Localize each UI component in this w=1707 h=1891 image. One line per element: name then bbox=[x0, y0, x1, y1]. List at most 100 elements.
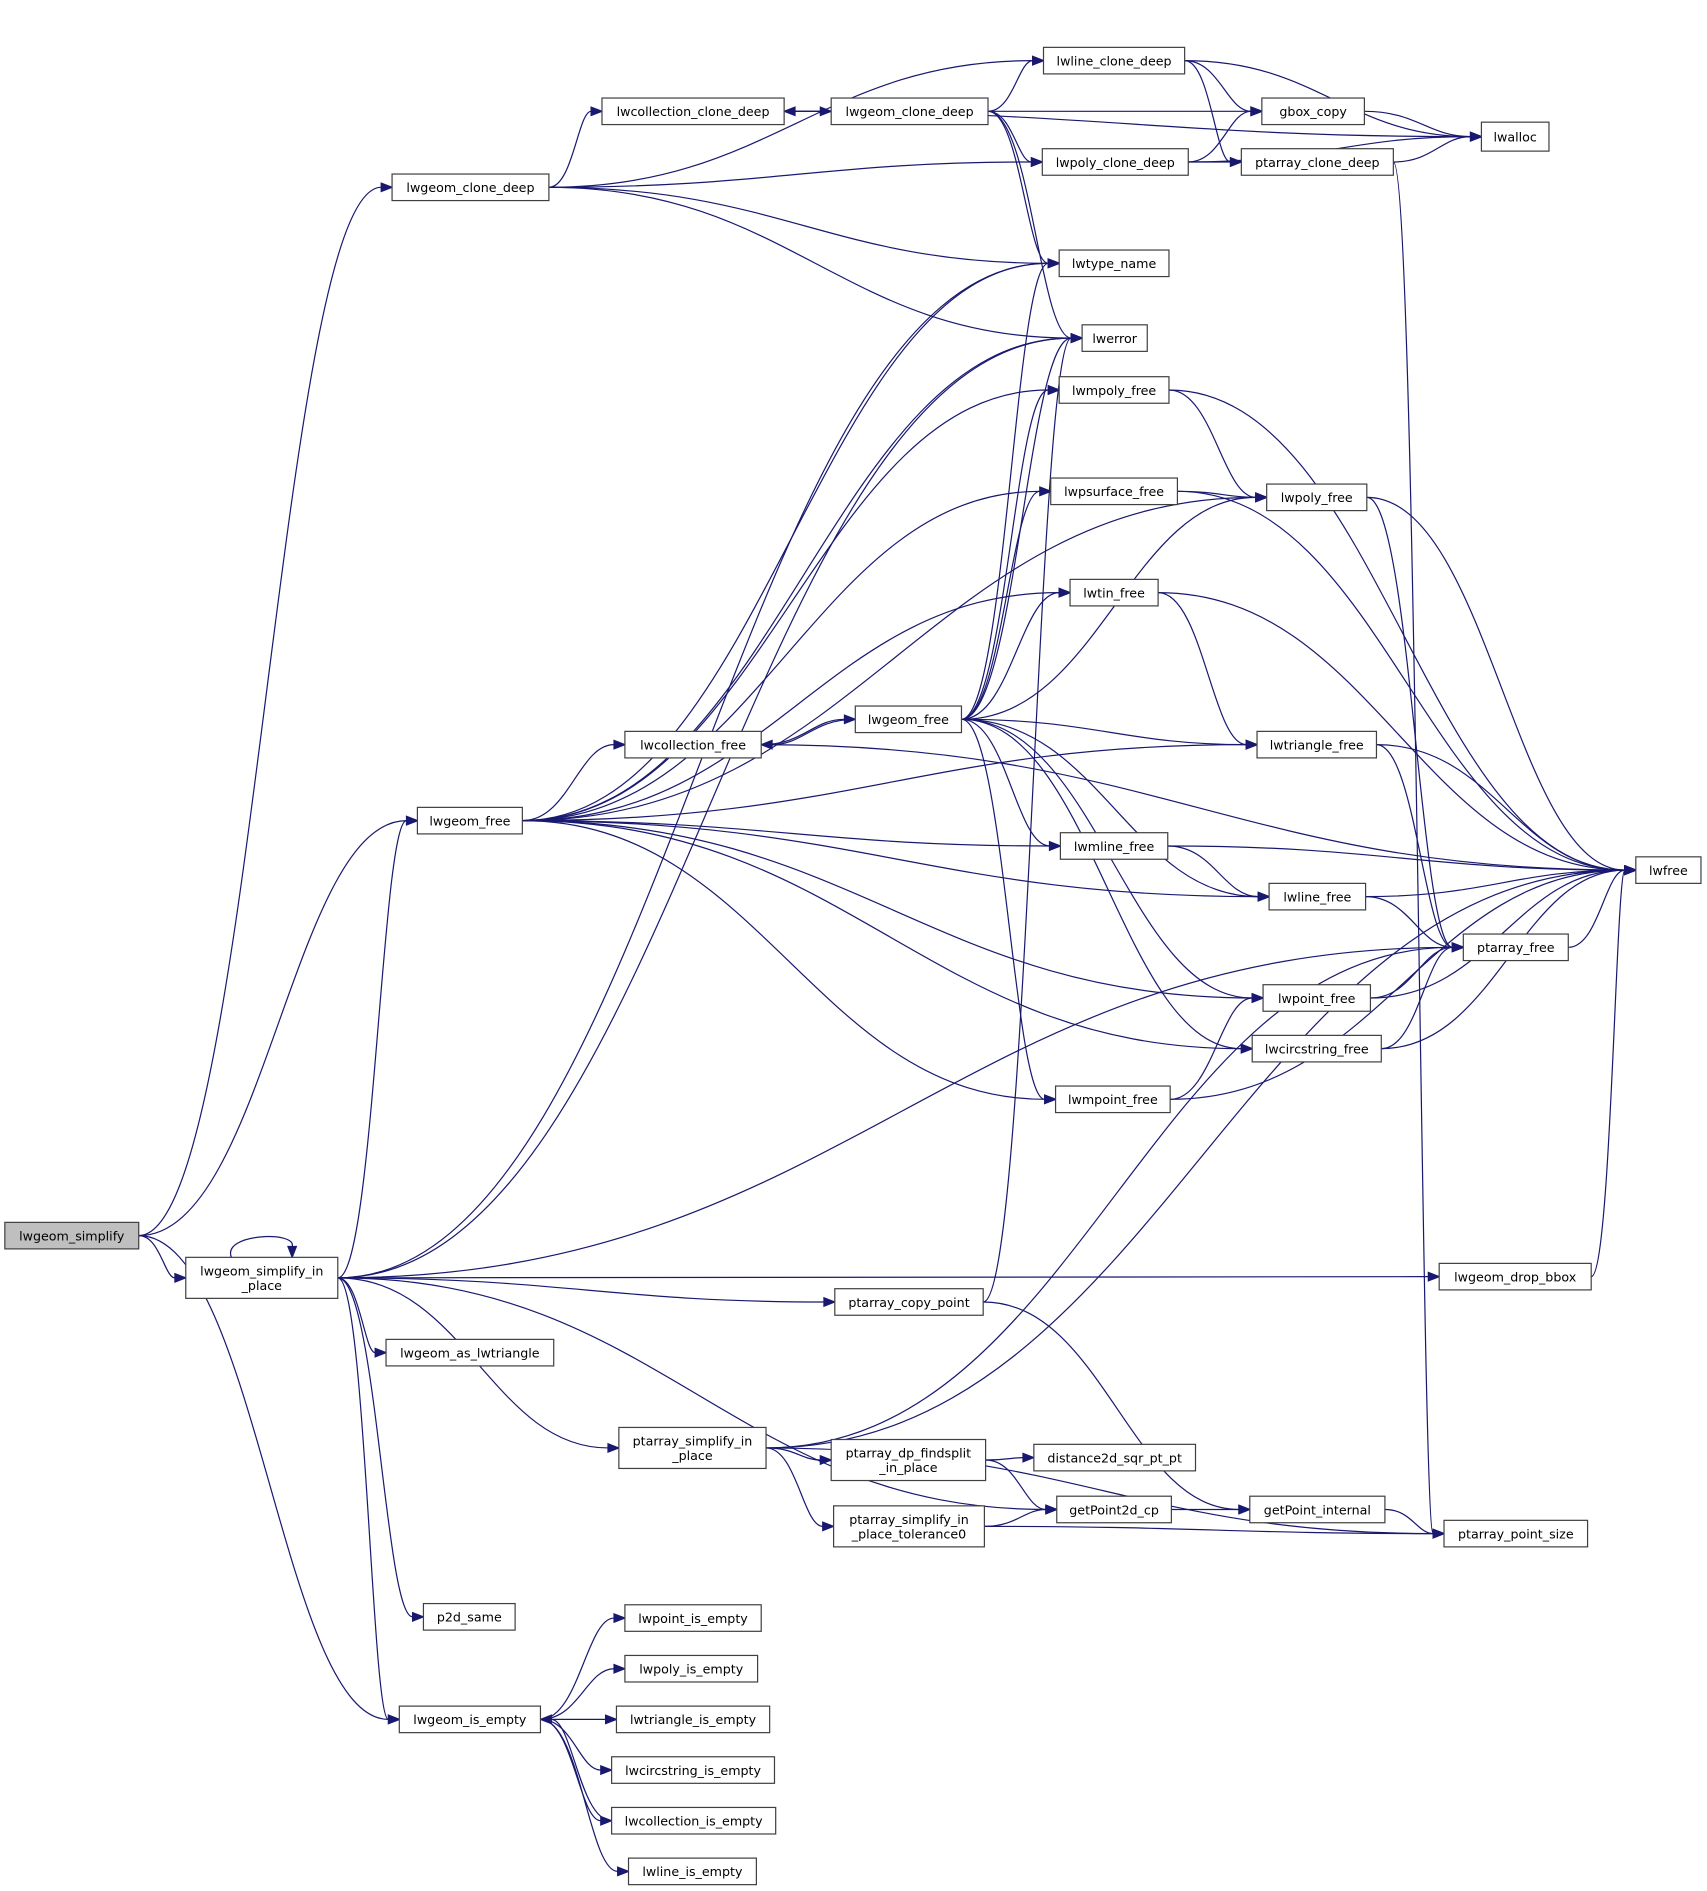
edge-mline-free-to-lwfree bbox=[1167, 845, 1638, 876]
node-box bbox=[1054, 1085, 1171, 1114]
node-box bbox=[1042, 46, 1186, 75]
node-label: lwcircstring_free bbox=[1265, 1041, 1369, 1056]
node-box bbox=[601, 97, 785, 126]
node-gbox-copy[interactable]: gbox_copy bbox=[1261, 97, 1365, 126]
node-lwtype-name[interactable]: lwtype_name bbox=[1058, 249, 1170, 278]
arrowhead-icon bbox=[1250, 106, 1264, 117]
node-box bbox=[611, 1756, 776, 1784]
node-box bbox=[830, 97, 989, 126]
edge-clone-deep-b-to-lwerror bbox=[987, 110, 1084, 344]
edge-geom-free-b-to-circ-free bbox=[961, 718, 1254, 1054]
node-label: lwpoly_clone_deep bbox=[1056, 155, 1175, 170]
edge-line bbox=[522, 337, 1072, 822]
edge-line bbox=[1365, 896, 1453, 948]
node-mpoint-free[interactable]: lwmpoint_free bbox=[1054, 1085, 1171, 1114]
node-dp-findsplit[interactable]: ptarray_dp_findsplit_in_place bbox=[830, 1438, 987, 1482]
edge-getpoint-int-to-pa-point-size bbox=[1384, 1508, 1446, 1539]
node-geom-is-empty[interactable]: lwgeom_is_empty bbox=[398, 1705, 542, 1734]
node-label: lwerror bbox=[1092, 331, 1137, 346]
node-pa-simplify[interactable]: ptarray_simplify_in_place bbox=[618, 1426, 767, 1470]
arrowhead-icon bbox=[782, 106, 796, 117]
edge-line bbox=[1170, 997, 1253, 1100]
node-getpoint2d[interactable]: getPoint2d_cp bbox=[1056, 1495, 1172, 1524]
edge-coll-free-to-geom-free-b bbox=[761, 714, 857, 746]
node-label: lwtriangle_is_empty bbox=[630, 1712, 757, 1727]
edge-line bbox=[761, 744, 1625, 871]
node-dist2d[interactable]: distance2d_sqr_pt_pt bbox=[1033, 1443, 1197, 1472]
edge-geom-free-a-to-mpoly-free bbox=[522, 384, 1061, 822]
node-mpoly-free[interactable]: lwmpoly_free bbox=[1058, 376, 1170, 404]
node-label: lwgeom_clone_deep bbox=[846, 104, 974, 119]
node-tin-free[interactable]: lwtin_free bbox=[1069, 578, 1159, 607]
edge-line bbox=[540, 1718, 618, 1872]
edge-pa-copy-point-to-lwerror bbox=[982, 332, 1084, 1303]
node-coll-clone-deep[interactable]: lwcollection_clone_deep bbox=[601, 97, 785, 126]
edge-line bbox=[1158, 592, 1625, 871]
edge-geom-free-b-to-psurface-free bbox=[961, 486, 1053, 720]
node-geom-free-a[interactable]: lwgeom_free bbox=[416, 806, 523, 835]
node-circ-free[interactable]: lwcircstring_free bbox=[1251, 1034, 1382, 1063]
edge-line bbox=[522, 820, 1259, 898]
node-box bbox=[185, 1256, 339, 1299]
node-psurface-free[interactable]: lwpsurface_free bbox=[1050, 477, 1179, 506]
node-pa-tol0[interactable]: ptarray_simplify_in_place_tolerance0 bbox=[832, 1505, 985, 1548]
node-line-free[interactable]: lwline_free bbox=[1268, 882, 1367, 911]
node-circ-is-empty[interactable]: lwcircstring_is_empty bbox=[611, 1756, 776, 1784]
node-label: lwfree bbox=[1649, 863, 1688, 878]
node-lwfree[interactable]: lwfree bbox=[1635, 856, 1702, 884]
node-pa-free[interactable]: ptarray_free bbox=[1462, 933, 1569, 962]
edge-line bbox=[337, 1277, 413, 1618]
node-mline-free[interactable]: lwmline_free bbox=[1059, 832, 1169, 860]
node-box bbox=[834, 1288, 984, 1316]
node-poly-free[interactable]: lwpoly_free bbox=[1266, 483, 1368, 512]
node-label: ptarray_point_size bbox=[1458, 1526, 1574, 1541]
node-box bbox=[615, 1705, 771, 1734]
node-line-is-empty[interactable]: lwline_is_empty bbox=[627, 1857, 757, 1886]
node-clone-deep-a[interactable]: lwgeom_clone_deep bbox=[391, 173, 550, 202]
node-simplify[interactable]: lwgeom_simplify bbox=[4, 1221, 140, 1250]
node-pa-point-size[interactable]: ptarray_point_size bbox=[1443, 1519, 1589, 1548]
edge-clone-deep-a-to-lwtype-name bbox=[548, 186, 1061, 269]
node-lwalloc[interactable]: lwalloc bbox=[1480, 121, 1550, 152]
node-p2d-same[interactable]: p2d_same bbox=[422, 1602, 516, 1631]
node-drop-bbox[interactable]: lwgeom_drop_bbox bbox=[1438, 1262, 1592, 1291]
node-as-lwtriangle[interactable]: lwgeom_as_lwtriangle bbox=[385, 1338, 555, 1367]
edge-line bbox=[766, 1447, 823, 1527]
edge-clone-deep-b-to-lwtype-name bbox=[987, 110, 1061, 269]
node-line-clone-deep[interactable]: lwline_clone_deep bbox=[1042, 46, 1186, 75]
node-poly-is-empty[interactable]: lwpoly_is_empty bbox=[624, 1654, 759, 1683]
edge-line bbox=[766, 869, 1625, 1449]
node-box bbox=[1256, 730, 1378, 759]
node-pa-clone-deep[interactable]: ptarray_clone_deep bbox=[1240, 148, 1394, 176]
edge-line bbox=[1188, 110, 1252, 163]
node-poly-clone-deep[interactable]: lwpoly_clone_deep bbox=[1041, 148, 1189, 176]
node-lwerror[interactable]: lwerror bbox=[1081, 324, 1148, 352]
node-geom-free-b[interactable]: lwgeom_free bbox=[854, 705, 963, 734]
node-label: _place bbox=[671, 1448, 713, 1463]
edge-line bbox=[961, 389, 1049, 720]
node-point-free[interactable]: lwpoint_free bbox=[1262, 984, 1372, 1012]
edge-clone-deep-b-to-line-clone-deep bbox=[987, 55, 1046, 112]
edge-line bbox=[337, 262, 1049, 1279]
node-coll-is-empty[interactable]: lwcollection_is_empty bbox=[611, 1806, 777, 1835]
node-label: lwmpoint_free bbox=[1068, 1092, 1158, 1107]
node-coll-free[interactable]: lwcollection_free bbox=[624, 730, 762, 759]
node-box bbox=[1069, 578, 1159, 607]
node-triangle-free[interactable]: lwtriangle_free bbox=[1256, 730, 1378, 759]
edge-poly-free-to-lwfree bbox=[1366, 496, 1638, 876]
edge-line bbox=[987, 110, 1049, 264]
node-triangle-is-empty[interactable]: lwtriangle_is_empty bbox=[615, 1705, 771, 1734]
node-box bbox=[1249, 1495, 1386, 1524]
node-clone-deep-b[interactable]: lwgeom_clone_deep bbox=[830, 97, 989, 126]
node-simplify-in-place[interactable]: lwgeom_simplify_in_place bbox=[185, 1256, 339, 1299]
node-box bbox=[611, 1806, 777, 1835]
edge-coll-is-empty-to-geom-is-empty bbox=[538, 1714, 612, 1822]
node-label: lwpoint_free bbox=[1278, 991, 1356, 1006]
edge-line bbox=[1168, 389, 1256, 498]
node-pa-copy-point[interactable]: ptarray_copy_point bbox=[834, 1288, 984, 1316]
node-point-is-empty[interactable]: lwpoint_is_empty bbox=[624, 1604, 762, 1632]
node-label: lwtin_free bbox=[1083, 585, 1145, 600]
node-label: lwline_clone_deep bbox=[1057, 53, 1172, 68]
node-getpoint-int[interactable]: getPoint_internal bbox=[1249, 1495, 1386, 1524]
edge-line bbox=[522, 262, 1049, 822]
